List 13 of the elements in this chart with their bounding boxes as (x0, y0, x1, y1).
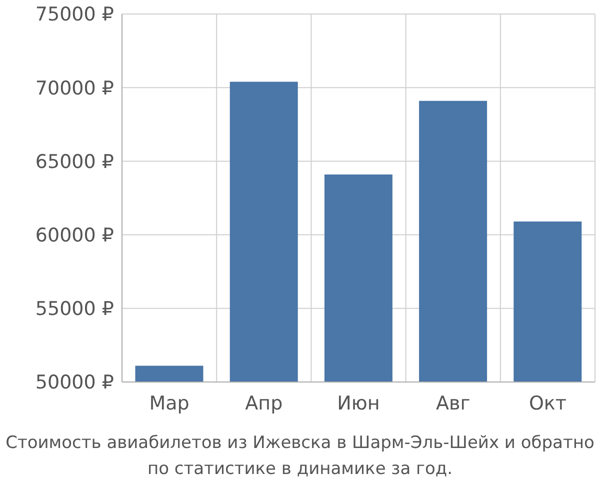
text: Стоимость авиабилетов из Ижевска в Шарм-Эль-Шейх и обратно (4, 432, 596, 455)
y-tick-label: 65000 ₽ (35, 150, 114, 173)
y-tick-label: 75000 ₽ (35, 4, 114, 26)
x-tick-label: Окт (528, 392, 566, 414)
y-tick-label: 60000 ₽ (35, 224, 114, 247)
x-tick-label: Мар (149, 392, 190, 414)
y-tick-label: 50000 ₽ (35, 372, 114, 394)
x-tick-label: Апр (245, 392, 283, 414)
x-tick-label: Авг (436, 392, 470, 414)
y-tick-label: 70000 ₽ (35, 77, 114, 100)
y-tick-label: 55000 ₽ (35, 298, 114, 320)
text: по статистике в динамике за год. (146, 458, 454, 481)
x-tick-label: Июн (337, 392, 380, 414)
